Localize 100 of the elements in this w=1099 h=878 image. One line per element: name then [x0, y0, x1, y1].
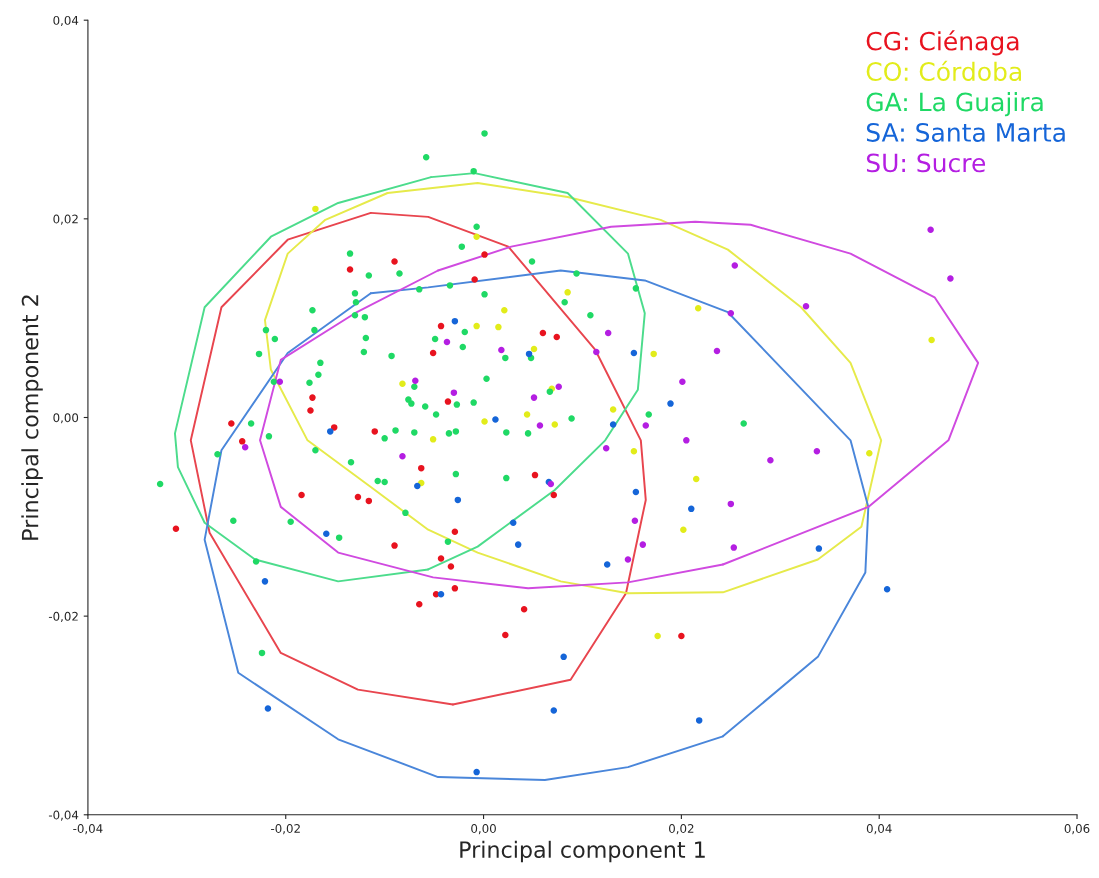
point	[172, 525, 180, 532]
y-tick-label: 0,02	[53, 214, 78, 225]
point	[609, 421, 617, 428]
point	[680, 526, 687, 533]
point	[550, 491, 558, 499]
point	[330, 424, 338, 431]
point	[307, 407, 314, 414]
point	[713, 347, 721, 355]
point	[238, 438, 246, 445]
point	[727, 309, 735, 317]
point	[481, 251, 488, 258]
point	[323, 530, 330, 537]
point	[564, 289, 571, 296]
point	[298, 491, 305, 499]
point	[429, 349, 437, 357]
point	[928, 336, 935, 344]
point	[264, 705, 272, 712]
point	[276, 378, 284, 385]
point	[437, 322, 445, 330]
y-tick-label: 0,00	[53, 413, 79, 424]
point	[437, 555, 445, 562]
text: SA: Santa Marta	[866, 122, 1065, 142]
point	[454, 496, 462, 504]
point	[678, 632, 685, 640]
point	[346, 266, 354, 273]
point	[399, 452, 406, 460]
point	[447, 563, 455, 570]
point	[727, 500, 735, 508]
point	[473, 768, 480, 776]
point	[692, 475, 700, 483]
point	[679, 378, 686, 385]
x-axis-title: Principal component 1	[460, 840, 705, 863]
point	[694, 304, 702, 312]
point	[451, 585, 459, 592]
point	[815, 545, 823, 552]
x-tick-label: -0,02	[271, 824, 300, 835]
point	[391, 258, 398, 265]
point	[767, 456, 774, 464]
point	[683, 437, 690, 444]
point	[730, 544, 738, 551]
point	[813, 448, 821, 455]
x-tick-label: -0,04	[73, 824, 103, 835]
point	[261, 578, 269, 585]
y-tick-label: -0,04	[48, 810, 79, 821]
point	[501, 306, 508, 314]
point	[429, 436, 437, 443]
y-tick-label: -0,02	[48, 611, 78, 622]
point	[550, 707, 558, 714]
point	[514, 541, 522, 548]
x-tick-label: 0,02	[669, 824, 694, 835]
point	[531, 471, 539, 479]
point	[539, 329, 547, 337]
point	[560, 653, 567, 661]
point	[371, 428, 379, 435]
x-tick-label: 0,06	[1064, 824, 1090, 835]
point	[443, 338, 451, 346]
y-axis-title: Principal component 2	[21, 295, 43, 540]
x-tick-label: 0,04	[866, 824, 892, 835]
point	[495, 323, 502, 331]
text: CG: Ciénaga	[866, 30, 1019, 56]
point	[688, 505, 695, 513]
point	[326, 428, 334, 435]
point	[667, 400, 674, 407]
point	[731, 262, 739, 269]
point	[530, 394, 538, 401]
point	[241, 444, 249, 451]
point	[630, 349, 638, 357]
point	[555, 383, 562, 390]
point	[553, 333, 561, 341]
point	[603, 561, 611, 568]
point	[450, 389, 458, 396]
point	[498, 346, 505, 354]
text: CO: Córdoba	[866, 60, 1021, 81]
point	[412, 377, 419, 384]
point	[642, 422, 650, 429]
point	[444, 398, 452, 405]
point	[927, 226, 934, 234]
point	[354, 493, 362, 501]
point	[609, 406, 617, 413]
point	[883, 586, 891, 593]
point	[473, 322, 480, 330]
point	[228, 420, 235, 427]
point	[525, 350, 533, 358]
point	[471, 276, 478, 283]
point	[502, 631, 509, 639]
point	[551, 421, 559, 428]
point	[451, 528, 459, 535]
point	[451, 317, 459, 325]
x-tick-label: 0,00	[471, 824, 496, 835]
point	[639, 541, 647, 548]
point	[416, 600, 423, 608]
point	[593, 348, 600, 356]
point	[530, 345, 538, 353]
point	[365, 497, 373, 505]
point	[414, 482, 421, 490]
point	[437, 591, 445, 598]
point	[417, 464, 425, 472]
point	[523, 411, 531, 418]
text: GA: La Guajira	[866, 92, 1043, 117]
text: SU: Sucre	[866, 153, 986, 173]
